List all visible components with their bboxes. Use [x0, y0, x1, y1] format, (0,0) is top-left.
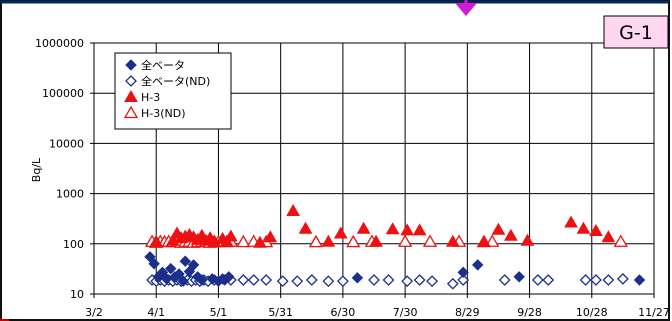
data-point-triangle-filled — [149, 234, 164, 247]
x-tick-label: 6/30 — [331, 306, 356, 319]
data-point-triangle-filled — [253, 235, 267, 248]
data-point-diamond-open — [413, 274, 426, 286]
data-point-triangle-filled — [369, 234, 383, 247]
data-point-diamond-open — [590, 274, 602, 286]
legend-label: 全ベータ(ND) — [141, 74, 210, 88]
data-point-diamond-open — [368, 274, 380, 286]
top-marker-icon — [455, 3, 477, 16]
data-point-triangle-filled — [520, 233, 535, 246]
data-point-diamond-open — [260, 274, 273, 286]
data-point-diamond-open — [602, 274, 615, 286]
legend-marker-triangle-open — [123, 105, 139, 119]
data-point-diamond-open — [542, 274, 555, 286]
data-point-diamond-open — [336, 275, 349, 288]
data-point-diamond-filled — [471, 259, 484, 271]
badge-box — [603, 15, 669, 49]
data-point-diamond-open — [616, 272, 629, 285]
x-tick-label: 9/28 — [517, 306, 542, 319]
data-point-triangle-filled — [356, 221, 371, 234]
x-tick-label: 8/29 — [455, 306, 480, 319]
data-point-diamond-open — [498, 274, 511, 286]
data-point-triangle-filled — [400, 223, 415, 236]
data-point-triangle-filled — [445, 234, 460, 247]
y-tick-label: 1000000 — [35, 37, 84, 50]
data-point-triangle-open — [308, 234, 324, 248]
data-point-triangle-open — [485, 234, 500, 247]
data-point-triangle-open — [397, 234, 413, 247]
data-point-triangle-filled — [504, 228, 518, 241]
data-point-diamond-filled — [144, 251, 156, 263]
data-point-diamond-filled — [187, 259, 200, 271]
y-axis-label: Bq/L — [30, 157, 43, 182]
y-tick-label: 10 — [70, 288, 84, 301]
data-point-diamond-open — [426, 275, 438, 288]
x-tick-label: 10/28 — [576, 306, 608, 319]
data-point-triangle-filled — [564, 215, 578, 228]
data-point-triangle-filled — [601, 230, 616, 243]
data-point-diamond-filled — [223, 271, 235, 283]
y-tick-label: 1000 — [56, 188, 84, 201]
data-point-diamond-filled — [173, 268, 185, 280]
data-point-diamond-open — [579, 274, 592, 286]
data-point-triangle-open — [346, 234, 361, 248]
data-point-triangle-filled — [298, 221, 313, 234]
data-point-diamond-filled — [633, 274, 646, 286]
data-point-triangle-filled — [385, 222, 400, 235]
data-point-triangle-filled — [286, 204, 300, 217]
data-point-diamond-open — [382, 274, 395, 286]
point-layer — [144, 204, 646, 290]
data-point-triangle-filled — [412, 223, 427, 236]
y-tick-label: 100 — [63, 238, 84, 251]
data-point-diamond-open — [237, 274, 250, 286]
data-point-triangle-open — [236, 234, 251, 248]
x-tick-label: 3/2 — [85, 306, 103, 319]
x-tick-label: 5/1 — [210, 306, 228, 319]
data-point-diamond-open — [291, 275, 304, 288]
tick-layer: 3/2 4/1 5/1 5/31 6/30 7/30 8/29 9/28 10/28 11/27 1… — [35, 37, 670, 319]
data-point-diamond-open — [305, 274, 318, 286]
data-point-triangle-filled — [576, 221, 591, 234]
data-point-diamond-filled — [148, 258, 160, 270]
legend-marker-triangle-filled — [124, 89, 138, 102]
data-point-diamond-open — [401, 275, 414, 288]
data-point-diamond-filled — [165, 262, 177, 275]
data-point-triangle-filled — [491, 222, 506, 235]
data-point-triangle-filled — [263, 230, 278, 243]
data-point-diamond-filled — [183, 265, 196, 278]
data-point-diamond-filled — [196, 274, 208, 286]
data-point-diamond-filled — [513, 271, 525, 283]
data-point-diamond-open — [457, 274, 470, 286]
badge-label: G-1 — [619, 22, 653, 44]
legend-marker-diamond-open — [125, 75, 137, 87]
data-point-diamond-open — [531, 274, 544, 286]
data-point-triangle-filled — [321, 234, 336, 247]
y-tick-label: 100000 — [42, 87, 84, 100]
data-point-triangle-filled — [333, 226, 348, 239]
data-point-triangle-open — [422, 234, 438, 247]
data-point-diamond-open — [322, 275, 335, 288]
x-tick-label: 7/30 — [393, 306, 418, 319]
x-tick-label: 5/31 — [268, 306, 293, 319]
legend-label: 全ベータ — [141, 58, 185, 72]
data-point-diamond-filled — [457, 266, 469, 279]
y-tick-label: 10000 — [49, 137, 84, 150]
data-point-diamond-open — [276, 275, 289, 288]
data-point-diamond-open — [247, 274, 260, 286]
data-point-diamond-open — [446, 277, 459, 290]
data-point-triangle-filled — [477, 234, 491, 247]
data-point-triangle-filled — [224, 229, 238, 242]
legend-label: H-3(ND) — [141, 107, 186, 120]
data-point-diamond-filled — [177, 275, 189, 287]
data-point-triangle-open — [613, 234, 628, 247]
legend-marker-diamond-filled — [125, 59, 137, 71]
legend-label: H-3 — [141, 91, 160, 104]
x-tick-label: 4/1 — [147, 306, 165, 319]
data-point-diamond-filled — [351, 272, 364, 284]
data-point-triangle-filled — [589, 223, 603, 236]
x-tick-label: 11/27 — [638, 306, 670, 319]
data-point-diamond-filled — [179, 255, 191, 267]
